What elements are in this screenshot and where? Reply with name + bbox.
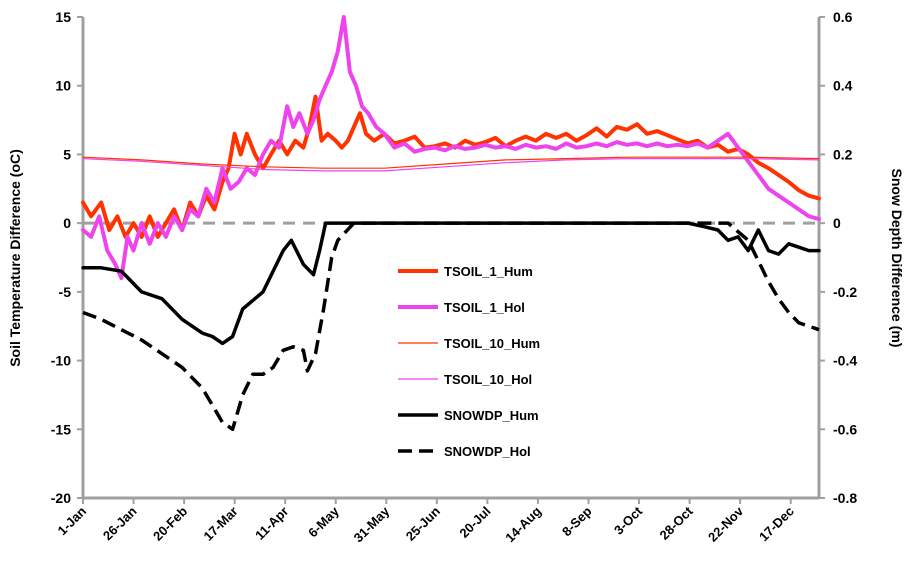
legend-label: SNOWDP_Hum bbox=[444, 408, 539, 423]
y-tick-label-left: -20 bbox=[51, 490, 71, 506]
series-line-tsoil-10-hum bbox=[82, 156, 820, 169]
y-tick-label-left: 10 bbox=[55, 78, 71, 94]
y-tick-label-right: 0.2 bbox=[833, 146, 853, 162]
x-tick-label: 17-Dec bbox=[756, 504, 797, 545]
series-layer bbox=[81, 15, 821, 432]
y-tick-label-left: 5 bbox=[63, 146, 71, 162]
y-tick-label-left: 0 bbox=[63, 215, 71, 231]
y-tick-label-right: 0 bbox=[833, 215, 841, 231]
y-tick-label-left: 15 bbox=[55, 9, 71, 25]
x-tick-label: 22-Nov bbox=[705, 503, 747, 545]
legend: TSOIL_1_Hum TSOIL_1_Hol TSOIL_10_Hum TSOIL_… bbox=[398, 264, 540, 459]
legend-label: TSOIL_10_Hol bbox=[444, 372, 532, 387]
y-tick-label-right: -0.6 bbox=[833, 421, 857, 437]
legend-label: TSOIL_1_Hum bbox=[444, 264, 533, 279]
y-tick-label-left: -15 bbox=[51, 421, 71, 437]
series-line-snowdp-hum bbox=[81, 221, 821, 346]
y-tick-label-left: -10 bbox=[51, 353, 71, 369]
x-tick-label: 8-Sep bbox=[559, 503, 595, 539]
y-tick-label-right: -0.2 bbox=[833, 284, 857, 300]
y-tick-label-right: 0.6 bbox=[833, 9, 853, 25]
series-line-snowdp-hol bbox=[82, 221, 820, 432]
legend-label: SNOWDP_Hol bbox=[444, 444, 531, 459]
series-line-tsoil-10-hol bbox=[82, 158, 820, 172]
y-tick-label-right: 0.4 bbox=[833, 78, 853, 94]
x-tick-label: 28-Oct bbox=[656, 503, 696, 543]
x-tick-label: 20-Jul bbox=[456, 504, 493, 541]
x-tick-label: 11-Apr bbox=[252, 504, 291, 543]
x-tick-label: 1-Jan bbox=[54, 503, 89, 538]
x-tick-label: 14-Aug bbox=[502, 503, 544, 545]
x-tick-label: 3-Oct bbox=[611, 503, 646, 538]
legend-label: TSOIL_1_Hol bbox=[444, 300, 525, 315]
y-tick-label-right: -0.8 bbox=[833, 490, 857, 506]
y-axis-label-right: Snow Depth Difference (m) bbox=[889, 169, 904, 348]
y-axis-label-left: Soil Temperature Difference (oC) bbox=[7, 149, 23, 367]
x-tick-label: 20-Feb bbox=[150, 503, 190, 543]
x-tick-label: 6-May bbox=[305, 503, 342, 540]
x-tick-label: 17-Mar bbox=[201, 504, 241, 544]
y-tick-label-left: -5 bbox=[59, 284, 72, 300]
y-tick-label-right: -0.4 bbox=[833, 353, 857, 369]
x-tick-label: 31-May bbox=[351, 503, 393, 545]
series-line-tsoil-1-hol bbox=[81, 15, 821, 281]
legend-label: TSOIL_10_Hum bbox=[444, 336, 540, 351]
x-tick-label: 26-Jan bbox=[100, 503, 140, 543]
x-tick-label: 25-Jun bbox=[403, 503, 443, 543]
